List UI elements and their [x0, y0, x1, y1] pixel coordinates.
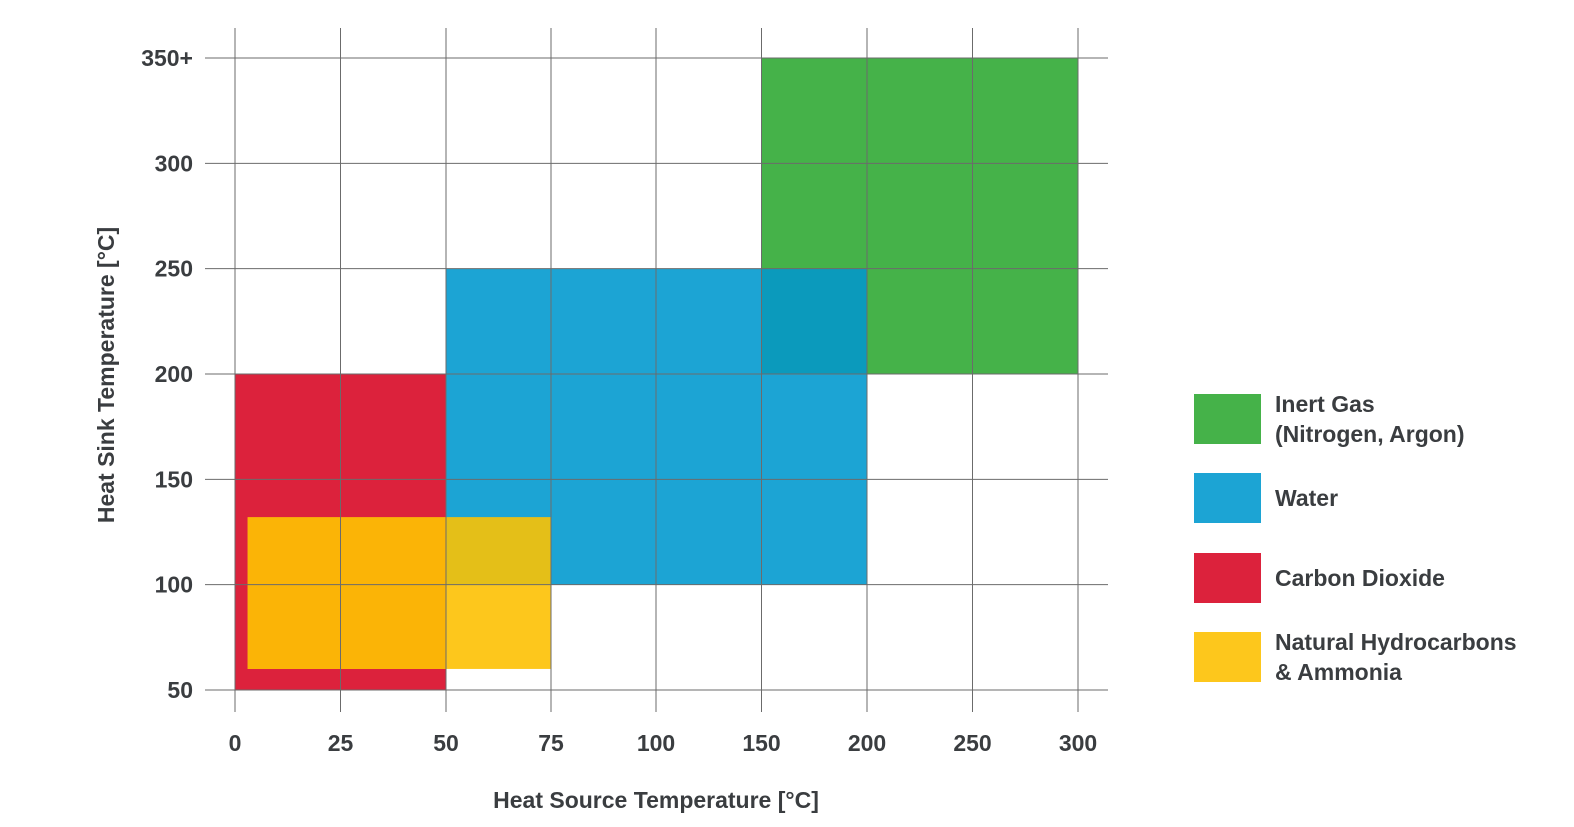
- y-tick-label: 150: [155, 466, 193, 492]
- overlap-inert-water: [761, 268, 867, 374]
- y-axis-ticks: 50 100 150 200 250 300 350+: [141, 45, 193, 703]
- x-tick-label: 250: [953, 730, 991, 756]
- legend: Inert Gas (Nitrogen, Argon) Water Carbon Di…: [1194, 391, 1517, 685]
- x-tick-label: 25: [328, 730, 354, 756]
- y-axis-label: Heat Sink Temperature [°C]: [93, 227, 119, 523]
- legend-label-co2: Carbon Dioxide: [1275, 565, 1445, 591]
- legend-label-water: Water: [1275, 485, 1338, 511]
- x-tick-label: 300: [1059, 730, 1097, 756]
- legend-label-hydro: & Ammonia: [1275, 659, 1402, 685]
- legend-label-hydro: Natural Hydrocarbons: [1275, 629, 1517, 655]
- legend-label-inert: (Nitrogen, Argon): [1275, 421, 1465, 447]
- y-tick-label: 250: [155, 256, 193, 282]
- x-tick-label: 150: [742, 730, 780, 756]
- overlap-water-hydro: [446, 517, 551, 585]
- y-tick-label: 350+: [141, 45, 193, 71]
- x-tick-label: 100: [637, 730, 675, 756]
- x-tick-label: 0: [229, 730, 242, 756]
- y-tick-label: 300: [155, 150, 193, 176]
- overlap-co2-hydro: [247, 517, 446, 669]
- x-tick-label: 50: [433, 730, 459, 756]
- y-tick-label: 100: [155, 572, 193, 598]
- x-axis-label: Heat Source Temperature [°C]: [493, 787, 819, 813]
- x-tick-label: 200: [848, 730, 886, 756]
- legend-label-inert: Inert Gas: [1275, 391, 1375, 417]
- y-tick-label: 200: [155, 361, 193, 387]
- legend-swatch-water: [1194, 473, 1261, 523]
- x-tick-label: 75: [538, 730, 564, 756]
- legend-swatch-co2: [1194, 553, 1261, 603]
- legend-swatch-inert: [1194, 394, 1261, 444]
- x-axis-ticks: 0 25 50 75 100 150 200 250 300: [229, 730, 1098, 756]
- overlap-regions: [247, 268, 867, 669]
- legend-swatch-hydro: [1194, 632, 1261, 682]
- grid: [205, 28, 1108, 712]
- y-tick-label: 50: [167, 677, 193, 703]
